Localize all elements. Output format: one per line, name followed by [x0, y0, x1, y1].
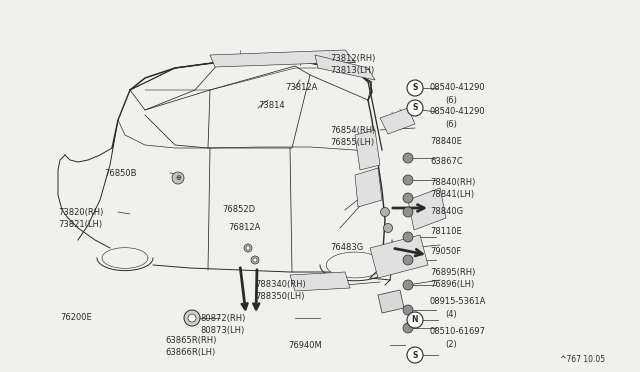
Circle shape	[251, 256, 259, 264]
Polygon shape	[378, 290, 404, 313]
Text: 08915-5361A: 08915-5361A	[430, 298, 486, 307]
Text: S: S	[412, 83, 418, 93]
Text: 80872(RH): 80872(RH)	[200, 314, 245, 323]
Circle shape	[407, 100, 423, 116]
Text: S: S	[412, 103, 418, 112]
Text: 76852D: 76852D	[222, 205, 255, 215]
Polygon shape	[355, 130, 380, 170]
Text: 79050F: 79050F	[430, 247, 461, 257]
Text: 63865R(RH): 63865R(RH)	[165, 336, 216, 344]
Circle shape	[407, 312, 423, 328]
Circle shape	[403, 280, 413, 290]
Text: 73813(LH): 73813(LH)	[330, 65, 374, 74]
Text: 78110E: 78110E	[430, 228, 461, 237]
Text: (4): (4)	[445, 310, 457, 318]
Circle shape	[403, 305, 413, 315]
Text: 78840E: 78840E	[430, 138, 462, 147]
Text: 78840(RH): 78840(RH)	[430, 177, 476, 186]
Text: ⊕: ⊕	[175, 175, 181, 181]
Circle shape	[403, 232, 413, 242]
Circle shape	[188, 314, 196, 322]
Text: 76483G: 76483G	[330, 244, 364, 253]
Text: 76200E: 76200E	[60, 314, 92, 323]
Text: 76850B: 76850B	[104, 169, 136, 177]
Circle shape	[403, 323, 413, 333]
Text: N: N	[412, 315, 419, 324]
Text: 73812(RH): 73812(RH)	[330, 54, 376, 62]
Text: 76812A: 76812A	[228, 224, 260, 232]
Text: 73821(LH): 73821(LH)	[58, 219, 102, 228]
Polygon shape	[380, 108, 415, 134]
Text: 788350(LH): 788350(LH)	[255, 292, 305, 301]
Text: S: S	[412, 350, 418, 359]
Circle shape	[407, 347, 423, 363]
Circle shape	[403, 193, 413, 203]
Text: (2): (2)	[445, 340, 457, 349]
Text: 76855(LH): 76855(LH)	[330, 138, 374, 147]
Circle shape	[381, 208, 390, 217]
Circle shape	[184, 310, 200, 326]
Polygon shape	[370, 235, 428, 278]
Text: 08540-41290: 08540-41290	[430, 108, 486, 116]
Text: 73820(RH): 73820(RH)	[58, 208, 104, 217]
Text: (6): (6)	[445, 119, 457, 128]
Text: 63867C: 63867C	[430, 157, 463, 167]
Text: (6): (6)	[445, 96, 457, 105]
Circle shape	[253, 258, 257, 262]
Circle shape	[246, 246, 250, 250]
Circle shape	[383, 224, 392, 232]
Text: 63866R(LH): 63866R(LH)	[165, 347, 215, 356]
Text: 76940M: 76940M	[288, 340, 322, 350]
Text: 73812A: 73812A	[285, 83, 317, 93]
Text: ^767 10.05: ^767 10.05	[560, 356, 605, 365]
Polygon shape	[408, 188, 446, 230]
Text: 76896(LH): 76896(LH)	[430, 279, 474, 289]
Polygon shape	[290, 272, 350, 291]
Circle shape	[403, 207, 413, 217]
Text: 73814: 73814	[258, 100, 285, 109]
Text: 80873(LH): 80873(LH)	[200, 326, 244, 334]
Circle shape	[172, 172, 184, 184]
Circle shape	[403, 153, 413, 163]
Text: 08510-61697: 08510-61697	[430, 327, 486, 337]
Text: 78841(LH): 78841(LH)	[430, 189, 474, 199]
Text: 76854(RH): 76854(RH)	[330, 125, 376, 135]
Text: 76895(RH): 76895(RH)	[430, 267, 476, 276]
Polygon shape	[355, 168, 382, 207]
Circle shape	[407, 80, 423, 96]
Polygon shape	[210, 50, 355, 67]
Text: 08540-41290: 08540-41290	[430, 83, 486, 93]
Circle shape	[403, 255, 413, 265]
Circle shape	[244, 244, 252, 252]
Circle shape	[403, 175, 413, 185]
Polygon shape	[315, 55, 375, 80]
Text: 78840G: 78840G	[430, 208, 463, 217]
Text: 788340(RH): 788340(RH)	[255, 280, 306, 289]
